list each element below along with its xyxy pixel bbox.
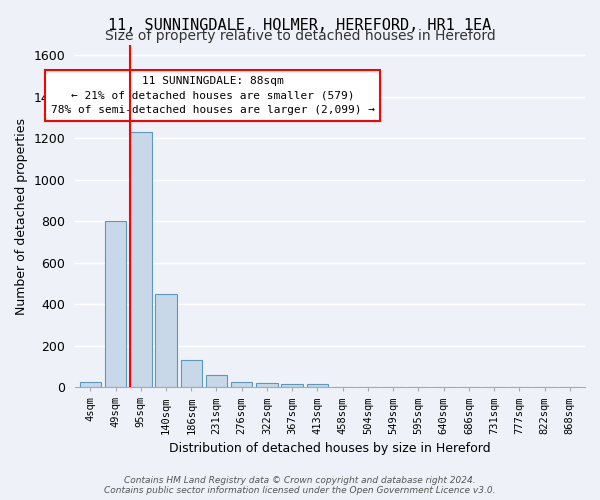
Text: Size of property relative to detached houses in Hereford: Size of property relative to detached ho… bbox=[104, 29, 496, 43]
Y-axis label: Number of detached properties: Number of detached properties bbox=[15, 118, 28, 314]
Bar bbox=[155, 294, 177, 387]
Bar bbox=[307, 384, 328, 387]
Bar bbox=[281, 384, 303, 387]
Text: 11, SUNNINGDALE, HOLMER, HEREFORD, HR1 1EA: 11, SUNNINGDALE, HOLMER, HEREFORD, HR1 1… bbox=[109, 18, 491, 32]
Bar bbox=[130, 132, 152, 387]
Bar bbox=[206, 374, 227, 387]
Bar bbox=[80, 382, 101, 387]
Bar bbox=[105, 222, 126, 387]
Text: 11 SUNNINGDALE: 88sqm
← 21% of detached houses are smaller (579)
78% of semi-det: 11 SUNNINGDALE: 88sqm ← 21% of detached … bbox=[51, 76, 375, 116]
X-axis label: Distribution of detached houses by size in Hereford: Distribution of detached houses by size … bbox=[169, 442, 491, 455]
Text: Contains HM Land Registry data © Crown copyright and database right 2024.
Contai: Contains HM Land Registry data © Crown c… bbox=[104, 476, 496, 495]
Bar bbox=[181, 360, 202, 387]
Bar bbox=[231, 382, 253, 387]
Bar bbox=[256, 383, 278, 387]
